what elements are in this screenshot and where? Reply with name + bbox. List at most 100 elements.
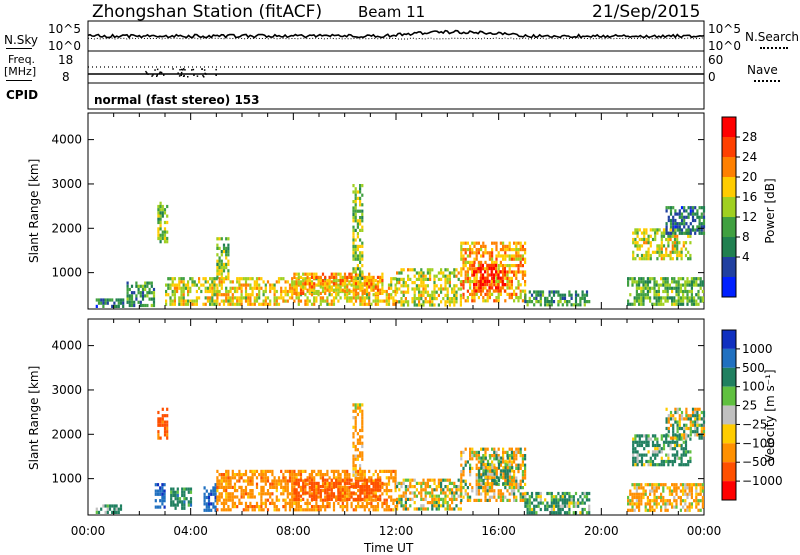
velocity-cell (319, 485, 322, 489)
velocity-cell (455, 488, 458, 492)
velocity-cell (339, 497, 342, 501)
power-cell (702, 231, 706, 235)
velocity-cell (306, 508, 309, 512)
velocity-cell (697, 502, 700, 506)
velocity-cell (504, 486, 507, 490)
velocity-cell (253, 508, 256, 512)
velocity-cell (491, 469, 494, 473)
power-cell (251, 277, 254, 281)
velocity-cell (480, 475, 483, 479)
velocity-cell (411, 491, 414, 495)
power-cell (313, 289, 316, 294)
freq-legend-line (6, 80, 32, 81)
velocity-cell (372, 481, 375, 485)
power-cell (484, 260, 487, 264)
freq-bottom: 8 (62, 70, 70, 84)
power-cell (240, 293, 243, 297)
velocity-cell (497, 447, 500, 451)
velocity-cell (484, 450, 487, 454)
power-colorbar-swatch (722, 197, 736, 217)
velocity-cell (247, 495, 250, 499)
velocity-cell (113, 507, 116, 511)
power-cell (429, 303, 432, 307)
velocity-cell (471, 450, 474, 454)
velocity-cell (446, 501, 449, 505)
velocity-cell (528, 507, 531, 512)
velocity-cell (304, 482, 307, 486)
power-cell (424, 277, 427, 281)
velocity-cell (337, 479, 340, 483)
velocity-cell (240, 489, 243, 493)
velocity-cell (504, 495, 507, 499)
power-cell (640, 293, 643, 297)
velocity-cell (264, 479, 267, 483)
velocity-cell (504, 469, 507, 473)
power-cell (694, 218, 697, 223)
velocity-cell (444, 507, 447, 511)
velocity-cell (519, 479, 522, 483)
velocity-cell (682, 440, 685, 444)
power-cell (231, 296, 234, 300)
power-cell (356, 244, 359, 248)
velocity-cell (429, 491, 432, 495)
power-cell (669, 218, 673, 223)
power-cell (297, 291, 300, 295)
velocity-cell (459, 507, 462, 511)
power-cell (689, 257, 692, 261)
velocity-cell (227, 508, 230, 512)
power-cell (308, 291, 311, 295)
power-cell (638, 228, 641, 232)
power-cell (471, 251, 474, 255)
power-cell (504, 244, 507, 248)
power-cell (636, 253, 639, 258)
velocity-cell (383, 489, 386, 493)
power-cell (354, 209, 357, 213)
velocity-cell (448, 491, 451, 495)
velocity-cell (317, 495, 320, 499)
power-cell (695, 299, 698, 303)
power-cell (646, 296, 649, 300)
velocity-cell (689, 414, 692, 418)
velocity-cell (343, 485, 347, 489)
velocity-colorbar-label: 1000 (742, 342, 773, 356)
velocity-cell (249, 479, 252, 483)
velocity-cell (163, 499, 166, 503)
power-cell (390, 286, 393, 290)
velocity-cell (656, 437, 659, 441)
velocity-cell (563, 491, 567, 496)
power-cell (471, 296, 474, 300)
velocity-cell (302, 481, 305, 485)
power-cell (431, 297, 434, 301)
power-cell (495, 257, 498, 261)
power-cell (157, 204, 160, 209)
velocity-cell (662, 440, 666, 444)
power-cell (324, 282, 327, 286)
velocity-cell (354, 409, 357, 413)
velocity-cell (304, 489, 307, 493)
velocity-cell (508, 469, 512, 473)
power-cell (225, 253, 228, 257)
velocity-cell (396, 507, 399, 511)
velocity-cell (321, 473, 325, 477)
power-cell (222, 299, 226, 303)
power-cell (251, 289, 254, 294)
velocity-cell (521, 498, 524, 502)
power-cell (502, 241, 505, 245)
power-cell (211, 289, 214, 294)
velocity-cell (678, 426, 681, 431)
velocity-cell (429, 485, 432, 489)
power-cell (488, 292, 491, 296)
power-cell (341, 275, 344, 279)
power-cell (130, 303, 134, 308)
velocity-cell (238, 501, 241, 505)
power-cell (324, 280, 327, 284)
power-cell (173, 277, 176, 281)
velocity-cell (469, 447, 472, 451)
velocity-cell (269, 492, 272, 496)
velocity-cell (365, 488, 369, 492)
velocity-cell (271, 485, 274, 489)
velocity-cell (680, 437, 683, 441)
velocity-cell (464, 460, 467, 464)
velocity-cell (161, 423, 164, 427)
velocity-cell (346, 501, 349, 505)
